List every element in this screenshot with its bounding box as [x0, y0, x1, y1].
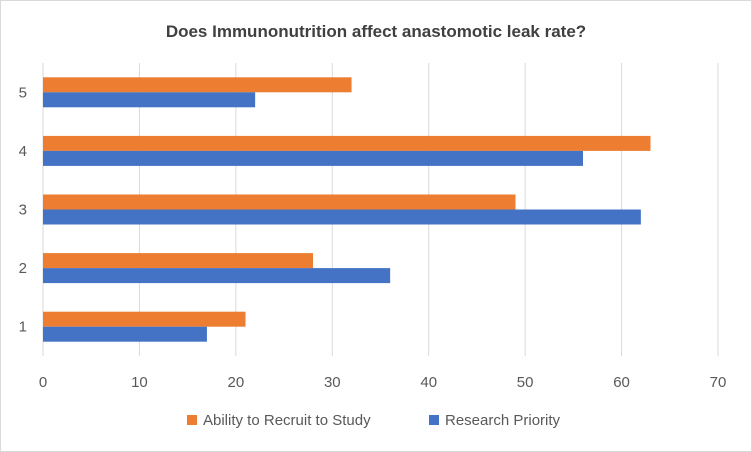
bar-recruit-4	[43, 135, 651, 151]
bar-recruit-2	[43, 253, 313, 269]
x-tick-label: 20	[228, 374, 245, 391]
legend-label: Ability to Recruit to Study	[203, 412, 371, 429]
bar-priority-4	[43, 150, 583, 166]
y-tick-label: 3	[19, 202, 27, 219]
x-tick-label: 40	[420, 374, 437, 391]
x-tick-label: 60	[613, 374, 630, 391]
bar-recruit-1	[43, 311, 246, 327]
x-tick-label: 10	[131, 374, 148, 391]
y-tick-label: 5	[19, 84, 27, 101]
bar-recruit-3	[43, 194, 516, 210]
bar-priority-2	[43, 268, 391, 284]
x-axis-tick-labels: 0 10 20 30 40 50 60 70	[39, 374, 727, 391]
x-tick-label: 70	[710, 374, 727, 391]
bar-recruit-5	[43, 77, 352, 93]
legend-swatch	[187, 415, 197, 425]
bars	[43, 77, 651, 342]
x-tick-label: 50	[517, 374, 534, 391]
legend-swatch	[429, 415, 439, 425]
bar-priority-5	[43, 92, 256, 108]
bar-priority-3	[43, 209, 641, 225]
x-tick-label: 0	[39, 374, 47, 391]
chart-title: Does Immunonutrition affect anastomotic …	[166, 22, 586, 41]
y-axis-tick-labels: 1 2 3 4 5	[19, 84, 27, 335]
y-tick-label: 4	[19, 143, 27, 160]
legend: Ability to Recruit to Study Research Prio…	[187, 412, 561, 429]
y-tick-label: 2	[19, 260, 27, 277]
legend-label: Research Priority	[445, 412, 561, 429]
x-tick-label: 30	[324, 374, 341, 391]
bar-priority-1	[43, 326, 207, 342]
y-tick-label: 1	[19, 319, 27, 336]
